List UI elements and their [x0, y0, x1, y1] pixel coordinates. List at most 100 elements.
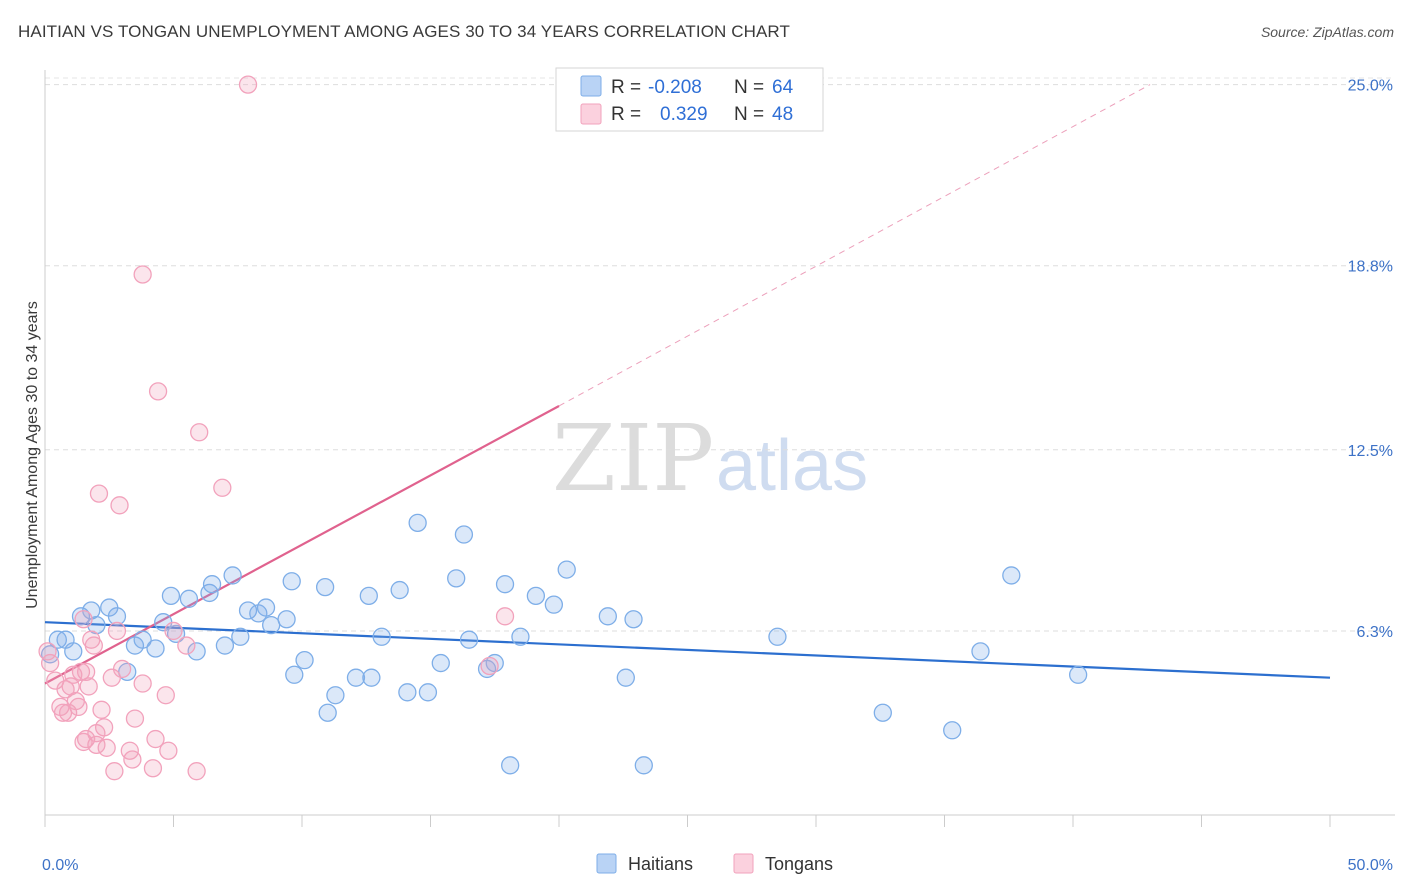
point-tongans-32 — [133, 265, 152, 284]
point-haitians-58 — [768, 627, 787, 646]
point-haitians-21 — [223, 566, 242, 585]
point-haitians-60 — [943, 721, 962, 740]
point-tongans-23 — [97, 738, 116, 757]
y-tick-label-1: 12.5% — [1348, 443, 1393, 460]
point-tongans-11 — [71, 662, 91, 681]
point-haitians-56 — [624, 610, 643, 629]
point-haitians-63 — [1068, 665, 1088, 684]
grid — [45, 77, 1395, 632]
point-haitians-16 — [179, 589, 199, 608]
point-haitians-35 — [359, 586, 378, 606]
point-haitians-44 — [454, 525, 474, 544]
point-haitians-4 — [71, 607, 91, 626]
point-haitians-1 — [48, 630, 67, 649]
point-tongans-35 — [148, 382, 168, 401]
point-tongans-22 — [94, 718, 114, 737]
point-haitians-31 — [315, 577, 335, 597]
point-haitians-61 — [971, 642, 990, 661]
point-haitians-41 — [418, 683, 438, 702]
point-haitians-36 — [362, 668, 381, 687]
point-tongans-37 — [159, 741, 178, 760]
legend-tongans-r-label: R = — [611, 104, 641, 125]
legend-tongans-n-value: 48 — [772, 104, 793, 125]
axes — [44, 70, 1395, 827]
point-haitians-62 — [1002, 566, 1021, 585]
point-tongans-29 — [123, 750, 142, 769]
point-haitians-12 — [146, 639, 165, 658]
legend-swatch-tongans — [580, 103, 602, 125]
point-tongans-15 — [79, 677, 98, 696]
point-haitians-17 — [187, 642, 206, 661]
point-haitians-53 — [557, 560, 576, 579]
legend-haitians-r-label: R = — [611, 77, 641, 98]
data-points — [38, 75, 1088, 781]
bottom-legend-swatch-haitians — [596, 853, 617, 874]
point-tongans-0 — [38, 642, 57, 661]
point-haitians-45 — [459, 630, 479, 649]
source-label: Source: ZipAtlas.com — [1260, 24, 1394, 40]
point-haitians-32 — [318, 703, 337, 722]
point-haitians-39 — [398, 683, 417, 702]
y-tick-label-2: 18.8% — [1348, 259, 1393, 276]
legend-tongans-n-label: N = — [734, 104, 764, 125]
watermark-atlas: atlas — [716, 426, 868, 506]
point-tongans-45 — [177, 636, 196, 655]
point-tongans-13 — [76, 662, 96, 681]
point-haitians-33 — [326, 686, 345, 705]
point-haitians-23 — [238, 601, 258, 620]
legend-swatch-haitians — [580, 75, 602, 97]
point-haitians-15 — [166, 624, 186, 644]
y-tick-label-0: 6.3% — [1357, 624, 1393, 641]
trend-lines — [44, 84, 1331, 685]
y-ticks: 6.3% 12.5% 18.8% 25.0% — [1348, 78, 1393, 641]
point-haitians-57 — [634, 756, 653, 775]
point-tongans-25 — [105, 762, 124, 781]
point-haitians-49 — [501, 756, 520, 775]
point-haitians-37 — [372, 627, 391, 646]
point-haitians-26 — [262, 615, 281, 635]
point-haitians-29 — [285, 665, 304, 684]
legend-tongans-r-value: 0.329 — [660, 104, 708, 125]
trend-line-tongans — [44, 405, 560, 685]
point-tongans-30 — [125, 709, 145, 728]
point-tongans-10 — [69, 697, 88, 717]
bottom-legend: Haitians Tongans — [596, 853, 833, 874]
point-haitians-20 — [215, 636, 235, 655]
point-haitians-50 — [511, 627, 530, 646]
bottom-legend-haitians: Haitians — [628, 854, 693, 874]
point-tongans-5 — [56, 680, 75, 699]
point-haitians-38 — [390, 580, 409, 600]
point-haitians-59 — [873, 703, 892, 722]
y-tick-label-3: 25.0% — [1348, 78, 1393, 95]
bottom-legend-swatch-tongans — [733, 853, 754, 874]
point-tongans-27 — [110, 496, 129, 515]
point-haitians-52 — [544, 595, 564, 614]
point-haitians-43 — [447, 569, 466, 588]
legend-haitians-r-value: -0.208 — [648, 77, 702, 98]
trend-line-haitians — [44, 621, 1331, 679]
point-haitians-30 — [295, 651, 314, 670]
point-tongans-46 — [112, 659, 132, 679]
legend-haitians-n-value: 64 — [772, 77, 794, 98]
point-tongans-39 — [187, 762, 206, 781]
point-haitians-34 — [346, 668, 366, 687]
point-tongans-1 — [40, 653, 60, 673]
legend-haitians-n-label: N = — [734, 77, 764, 98]
point-haitians-54 — [598, 607, 617, 626]
point-haitians-28 — [282, 572, 301, 591]
point-haitians-48 — [495, 575, 515, 594]
point-tongans-33 — [143, 759, 163, 778]
point-haitians-14 — [161, 586, 181, 606]
x-ticks: 0.0% 50.0% — [42, 857, 1393, 874]
trend-line-tongans-extension — [558, 84, 1151, 407]
point-haitians-40 — [408, 513, 427, 532]
point-haitians-3 — [64, 642, 83, 661]
point-tongans-26 — [107, 621, 127, 641]
x-tick-label-max: 50.0% — [1348, 857, 1393, 874]
point-haitians-25 — [256, 598, 276, 617]
chart-title: HAITIAN VS TONGAN UNEMPLOYMENT AMONG AGE… — [18, 22, 790, 41]
point-tongans-12 — [74, 610, 93, 629]
point-tongans-20 — [89, 484, 109, 503]
point-haitians-8 — [107, 607, 127, 626]
